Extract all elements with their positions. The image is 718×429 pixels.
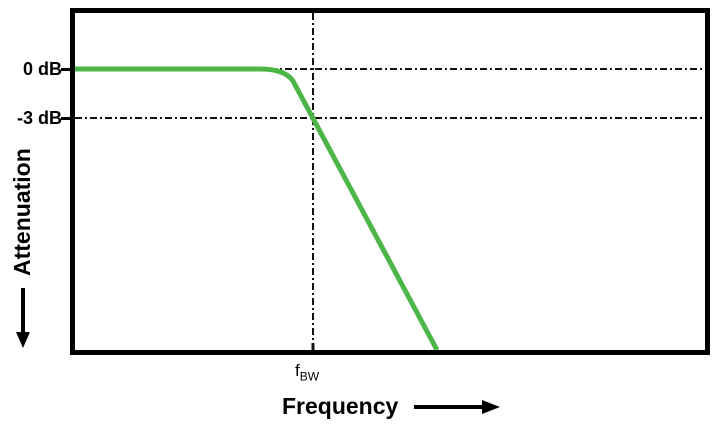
x-tick-label-fbw: fBW [295,361,319,386]
y-axis-label-group: Attenuation [9,148,36,348]
fbw-subscript: BW [299,369,320,384]
y-tick-mark-0db [61,68,71,71]
y-axis-label: Attenuation [9,148,35,276]
x-axis-label: Frequency [282,393,399,419]
y-tick-label-minus3db: -3 dB [17,108,62,128]
down-arrow-icon [15,288,30,348]
y-tick-label-0db: 0 dB [22,59,62,79]
right-arrow-icon [414,399,501,414]
response-curve [75,66,440,350]
plot-svg [75,13,705,350]
fbw-base: f [295,361,300,380]
plot-box [70,8,710,355]
x-axis-label-group: Frequency [282,393,501,420]
y-tick-mark-minus3db [61,117,71,120]
